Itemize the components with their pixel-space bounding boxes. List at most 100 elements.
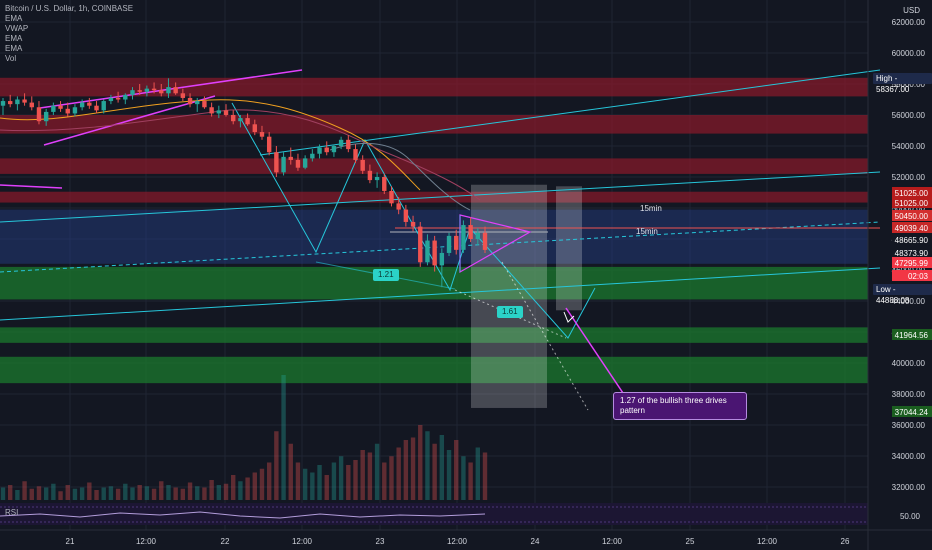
volume-bar <box>58 491 63 500</box>
pattern-note[interactable]: 1.27 of the bullish three drives pattern <box>613 392 747 420</box>
indicator-volume[interactable]: Vol <box>5 54 17 63</box>
candle-body <box>367 170 373 181</box>
volume-bar <box>108 486 114 500</box>
timeframe-label-2: 15min <box>636 227 658 236</box>
price-tag <box>892 329 932 340</box>
price-tick-label: 60000.00 <box>892 49 926 58</box>
volume-bar <box>252 472 257 500</box>
candle-body <box>94 105 99 111</box>
volume-bar <box>367 452 373 500</box>
candle-body <box>195 101 200 105</box>
candle-body <box>209 107 214 114</box>
volume-bar <box>159 481 164 500</box>
price-tag-label: 51025.00 <box>895 189 929 198</box>
volume-bar <box>15 490 20 500</box>
volume-bar <box>65 485 70 500</box>
candle-body <box>51 105 56 112</box>
candle-body <box>288 156 293 160</box>
candle-body <box>137 90 142 92</box>
candle-body <box>123 94 128 100</box>
resistance-zone <box>0 158 868 174</box>
candle-body <box>36 107 42 122</box>
volume-bar <box>166 485 171 500</box>
rsi-line <box>0 511 486 519</box>
candle-body <box>151 88 157 91</box>
candle-body <box>173 87 178 94</box>
volume-bar <box>374 443 380 500</box>
candle-body <box>216 110 222 114</box>
resistance-zone <box>0 115 868 134</box>
indicator-ema-3[interactable]: EMA <box>5 44 23 53</box>
high-value: 58367.00 <box>876 85 910 94</box>
currency-label: USD <box>903 6 920 15</box>
volume-bar <box>446 450 452 500</box>
volume-bar <box>209 480 214 500</box>
candle-body <box>0 101 6 106</box>
volume-bar <box>29 488 34 500</box>
candle-body <box>274 152 279 173</box>
volume-bar <box>259 468 265 500</box>
indicator-ema-2[interactable]: EMA <box>5 34 23 43</box>
rsi-label[interactable]: RSI <box>5 508 19 517</box>
candle-body <box>468 225 473 239</box>
candle-body <box>403 209 409 222</box>
volume-bar <box>274 431 279 500</box>
price-tag-label: 37044.24 <box>895 408 929 417</box>
channel-line-upper <box>0 171 881 223</box>
candle-body <box>58 105 63 109</box>
time-tick-label: 24 <box>531 537 540 546</box>
price-tag-label: 50450.00 <box>895 212 929 221</box>
fib-badge-1-21[interactable]: 1.21 <box>373 269 399 281</box>
candle-body <box>382 177 387 191</box>
price-tick-label: 44000.00 <box>892 297 926 306</box>
ema-orange <box>0 99 421 191</box>
candle-body <box>180 93 186 98</box>
candle-body <box>29 102 34 108</box>
low-value: 44888.08 <box>876 296 910 305</box>
volume-bar <box>187 482 193 500</box>
volume-bar <box>353 460 358 500</box>
volume-bar <box>223 483 229 500</box>
candle-body <box>231 115 236 122</box>
volume-bar <box>346 465 351 500</box>
time-tick-label: 12:00 <box>602 537 623 546</box>
price-tag <box>892 234 932 245</box>
volume-bar <box>461 456 466 500</box>
candle-body <box>439 252 445 266</box>
measured-move-box-1 <box>471 184 547 408</box>
candle-body <box>252 124 257 133</box>
candle-body <box>223 110 229 115</box>
volume-bar <box>360 450 365 500</box>
volume-bar <box>195 486 200 500</box>
fib-badge-1-61[interactable]: 1.61 <box>497 306 523 318</box>
volume-bar <box>7 485 13 500</box>
price-tag <box>892 257 932 268</box>
volume-bar <box>151 488 157 500</box>
candle-body <box>281 156 286 173</box>
volume-bar <box>231 475 236 500</box>
volume-bar <box>410 437 416 500</box>
high-tag: High - 58367.00 <box>873 73 932 94</box>
volume-bar <box>281 375 286 500</box>
volume-bar <box>22 481 27 500</box>
volume-bar <box>72 488 78 500</box>
time-tick-label: 23 <box>376 537 385 546</box>
symbol-title[interactable]: Bitcoin / U.S. Dollar, 1h, COINBASE <box>5 4 134 13</box>
indicator-ema-1[interactable]: EMA <box>5 14 23 23</box>
candle-body <box>15 99 20 105</box>
volume-bar <box>87 482 92 500</box>
price-tag-label: 02:03 <box>908 272 929 281</box>
volume-bar <box>202 487 207 500</box>
candle-body <box>410 221 416 227</box>
trend-line-top <box>259 69 881 156</box>
three-drives-pattern <box>231 102 596 339</box>
volume-bar <box>475 447 481 500</box>
price-tick-label: 32000.00 <box>892 483 926 492</box>
candle-body <box>461 225 466 250</box>
volume-bar <box>101 487 106 500</box>
indicator-vwap[interactable]: VWAP <box>5 24 29 33</box>
rsi-value: 50.00 <box>899 512 920 521</box>
price-tick-label: 40000.00 <box>892 359 926 368</box>
resistance-zone <box>0 77 868 97</box>
